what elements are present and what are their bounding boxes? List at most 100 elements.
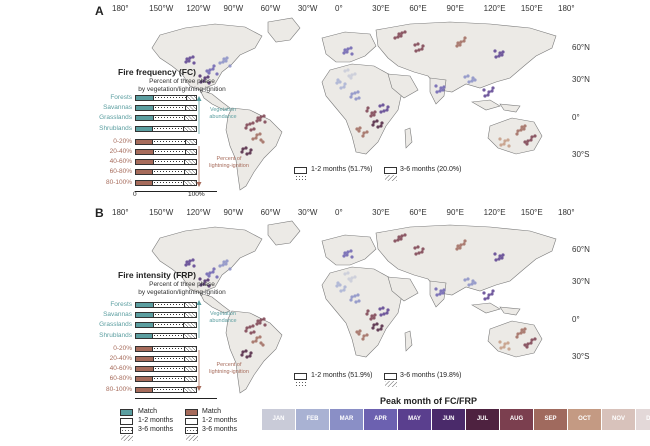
fire-peak-cell	[396, 238, 400, 242]
one-two-month-segment	[154, 323, 184, 328]
fire-peak-cell	[503, 342, 507, 346]
match-segment	[136, 357, 154, 361]
fire-peak-cell	[245, 355, 249, 359]
one-two-month-segment	[152, 139, 186, 144]
fire-peak-cell	[336, 281, 340, 285]
three-six-month-segment	[183, 387, 196, 392]
fire-peak-cell	[185, 260, 189, 264]
fire-peak-cell	[373, 313, 377, 317]
fire-peak-cell	[463, 75, 467, 79]
month-swatch: SEP	[534, 409, 567, 430]
fire-peak-cell	[254, 339, 258, 343]
phase-bar	[135, 345, 197, 352]
landmass	[267, 17, 301, 43]
fire-peak-cell	[338, 283, 342, 287]
fire-peak-cell	[244, 126, 248, 130]
month-swatch: JUL	[466, 409, 499, 430]
match-segment	[136, 323, 154, 328]
fire-peak-cell	[191, 258, 195, 262]
inset-arrows	[196, 300, 202, 391]
fire-peak-cell	[525, 142, 529, 146]
phase-bar	[135, 159, 197, 166]
fire-peak-cell	[375, 119, 379, 123]
landmass	[387, 73, 419, 99]
match-segment	[136, 180, 153, 185]
fire-peak-cell	[516, 332, 520, 336]
inset-subtitle-line: Percent of three phase	[149, 78, 215, 85]
month-swatch: JAN	[262, 409, 295, 430]
fire-peak-cell	[379, 110, 383, 114]
bar-row-label: 0-20%	[113, 137, 132, 145]
lat-label: 30°S	[572, 352, 590, 361]
fire-peak-cell	[228, 267, 232, 271]
three-six-month-segment	[184, 377, 196, 382]
fire-peak-cell	[499, 143, 503, 147]
light-36-label: 3-6 months	[202, 426, 238, 433]
vegetation-note-line: Vegetation	[210, 107, 236, 113]
fire-peak-cell	[349, 46, 353, 50]
fire-peak-cell	[434, 287, 438, 291]
match-segment	[136, 160, 154, 165]
lat-label: 30°N	[572, 75, 590, 84]
fire-peak-cell	[369, 317, 373, 321]
phase-bar	[135, 312, 197, 319]
fire-peak-cell	[356, 293, 360, 297]
fire-peak-cell	[442, 85, 446, 89]
fire-peak-cell	[343, 82, 347, 86]
fire-peak-cell	[373, 110, 377, 114]
fire-peak-cell	[188, 56, 192, 60]
phase-bar	[135, 149, 197, 155]
fire-peak-cell	[459, 40, 463, 44]
fire-peak-cell	[483, 297, 487, 301]
fire-peak-cell	[245, 123, 249, 127]
fire-peak-cell	[385, 108, 389, 112]
fire-peak-cell	[350, 73, 354, 77]
fire-peak-cell	[366, 309, 370, 313]
fire-peak-cell	[456, 41, 460, 45]
three-six-month-segment	[184, 323, 196, 328]
fire-peak-cell	[365, 333, 369, 337]
fire-peak-cell	[262, 317, 266, 321]
lon-label: 60°E	[409, 208, 427, 217]
vegetation-note-line: abundance	[209, 113, 237, 120]
fire-peak-cell	[502, 345, 506, 349]
lon-label: 180°	[558, 208, 575, 217]
fire-peak-cell	[386, 105, 390, 109]
fire-peak-cell	[439, 289, 443, 293]
fire-peak-cell	[494, 258, 498, 262]
bar-row-label: 40-60%	[109, 365, 132, 373]
fire-peak-cell	[192, 264, 196, 268]
fire-peak-cell	[533, 134, 537, 138]
fire-peak-cell	[372, 323, 376, 327]
one-two-month-segment	[154, 160, 186, 165]
fire-peak-cell	[350, 255, 354, 259]
fire-peak-cell	[403, 30, 407, 34]
fire-peak-cell	[362, 131, 366, 135]
fire-peak-cell	[249, 351, 253, 355]
one-two-month-segment	[154, 367, 186, 372]
fire-peak-cell	[212, 267, 216, 271]
one-two-month-segment	[154, 150, 186, 154]
fire-peak-cell	[355, 330, 359, 334]
fire-peak-cell	[473, 78, 477, 82]
one-two-month-segment	[154, 303, 186, 307]
fire-peak-cell	[501, 253, 505, 257]
fire-peak-cell	[350, 276, 354, 280]
fire-peak-cell	[487, 90, 491, 94]
fire-peak-cell	[357, 129, 361, 133]
fire-peak-cell	[248, 354, 252, 358]
legend-3-6-months: 3-6 months (20.0%)	[400, 166, 462, 173]
fire-peak-cell	[497, 257, 501, 261]
fire-peak-cell	[369, 114, 373, 118]
fire-peak-cell	[396, 35, 400, 39]
fire-peak-cell	[379, 327, 383, 331]
match-segment	[136, 150, 154, 154]
fire-peak-cell	[343, 272, 347, 276]
bar-row-label: Forests	[110, 301, 132, 308]
fire-peak-cell	[240, 150, 244, 154]
month-swatch: JUN	[432, 409, 465, 430]
fire-peak-cell	[241, 147, 245, 151]
fire-peak-cell	[185, 57, 189, 61]
fire-peak-cell	[211, 270, 215, 274]
lon-label: 30°W	[297, 208, 318, 217]
